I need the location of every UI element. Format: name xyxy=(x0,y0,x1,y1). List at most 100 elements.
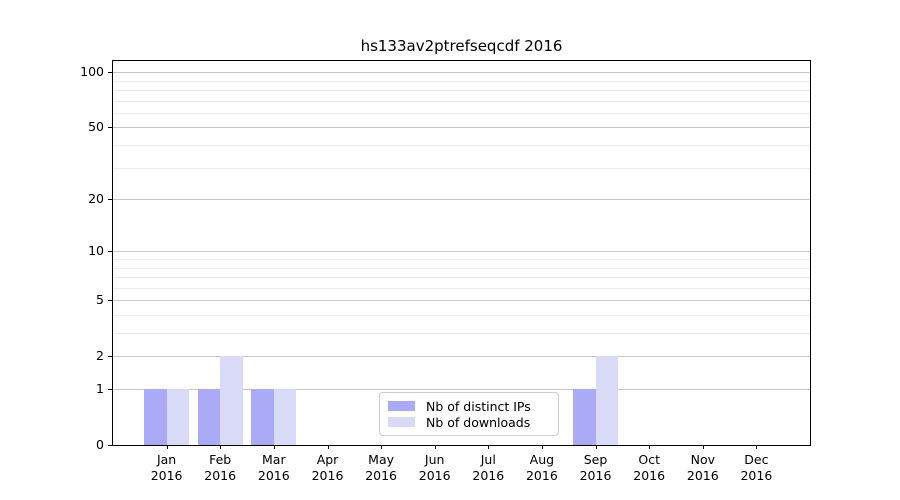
y-tick-label: 50 xyxy=(88,119,104,135)
x-tick-label-year: 2016 xyxy=(365,468,397,483)
x-tick-label-month: Oct xyxy=(638,452,660,467)
y-tick-mark xyxy=(108,356,113,358)
gridline-minor xyxy=(113,90,810,91)
gridline-major xyxy=(113,356,810,358)
gridline-minor xyxy=(113,259,810,260)
legend-swatch-distinct-ips xyxy=(388,401,415,411)
x-tick-label: Jul 2016 xyxy=(456,452,520,484)
y-tick-label: 10 xyxy=(88,243,104,259)
x-tick-mark xyxy=(381,445,383,449)
x-tick-label-month: Aug xyxy=(529,452,555,467)
gridline-major xyxy=(113,300,810,302)
y-tick-mark xyxy=(108,72,113,74)
y-tick-label: 20 xyxy=(88,191,104,207)
x-tick-label-month: Apr xyxy=(316,452,339,467)
x-tick-label-year: 2016 xyxy=(686,468,719,483)
x-tick-label-month: Dec xyxy=(744,452,769,467)
x-tick-mark xyxy=(273,445,275,449)
x-tick-mark xyxy=(756,445,758,449)
x-tick-label-month: Jul xyxy=(480,452,496,467)
x-tick-label-year: 2016 xyxy=(525,468,558,483)
x-tick-label: Apr 2016 xyxy=(296,452,360,484)
x-tick-label: Aug 2016 xyxy=(510,452,574,484)
gridline-minor xyxy=(113,112,810,114)
bar-downloads-feb xyxy=(220,356,243,445)
x-tick-label: Oct 2016 xyxy=(617,452,681,484)
x-tick-mark xyxy=(702,445,704,449)
plot-area: Nb of distinct IPs Nb of downloads xyxy=(112,60,811,446)
y-tick-mark xyxy=(108,251,113,253)
legend: Nb of distinct IPs Nb of downloads xyxy=(379,392,559,436)
x-tick-label-month: Jun xyxy=(424,452,445,467)
x-tick-label-month: Feb xyxy=(209,452,232,467)
bar-downloads-jan xyxy=(166,389,190,445)
x-tick-label: Feb 2016 xyxy=(188,452,252,484)
x-tick-label: Mar 2016 xyxy=(242,452,306,484)
x-tick-mark xyxy=(327,445,329,449)
x-tick-label-year: 2016 xyxy=(740,468,773,483)
x-tick-mark xyxy=(220,445,222,449)
x-tick-label-month: May xyxy=(368,452,395,467)
y-tick-mark xyxy=(108,389,113,390)
bar-ips-sep xyxy=(573,389,596,445)
x-tick-label-year: 2016 xyxy=(257,468,290,483)
gridline-minor xyxy=(113,315,810,316)
x-tick-label-year: 2016 xyxy=(633,468,666,483)
legend-item-distinct-ips: Nb of distinct IPs xyxy=(388,398,558,414)
gridline-minor xyxy=(113,100,810,102)
bar-downloads-mar xyxy=(273,389,297,445)
gridline-minor xyxy=(113,80,810,82)
x-tick-label-year: 2016 xyxy=(204,468,237,483)
legend-label-downloads: Nb of downloads xyxy=(426,414,531,430)
y-tick-mark xyxy=(108,300,113,302)
y-tick-mark xyxy=(108,199,113,201)
gridline-minor xyxy=(113,277,810,278)
chart-title: hs133av2ptrefseqcdf 2016 xyxy=(360,37,563,55)
x-tick-mark xyxy=(434,445,436,449)
y-tick-label: 2 xyxy=(96,348,104,364)
gridline-major xyxy=(113,127,810,129)
x-tick-label-month: Mar xyxy=(262,452,286,467)
legend-label-distinct-ips: Nb of distinct IPs xyxy=(426,398,531,414)
y-tick-mark xyxy=(108,127,113,129)
y-tick-label: 5 xyxy=(96,292,104,308)
x-tick-label-year: 2016 xyxy=(418,468,451,483)
bar-downloads-sep xyxy=(595,356,618,445)
x-tick-mark xyxy=(649,445,651,449)
x-tick-mark xyxy=(166,445,168,449)
gridline-major xyxy=(113,199,810,201)
x-tick-label-year: 2016 xyxy=(472,468,505,483)
x-tick-label-year: 2016 xyxy=(579,468,612,483)
gridline-major xyxy=(113,389,810,390)
x-tick-mark xyxy=(488,445,490,449)
legend-item-downloads: Nb of downloads xyxy=(388,414,558,430)
x-tick-label: Dec 2016 xyxy=(724,452,788,484)
x-tick-label: Nov 2016 xyxy=(671,452,735,484)
x-tick-label-month: Jan xyxy=(156,452,177,467)
y-tick-label: 1 xyxy=(96,381,104,396)
gridline-minor xyxy=(113,287,810,289)
gridline-minor xyxy=(113,333,810,334)
bar-ips-feb xyxy=(197,389,221,445)
gridline-major xyxy=(113,72,810,74)
legend-swatch-downloads xyxy=(388,417,415,427)
bar-ips-jan xyxy=(144,389,167,445)
y-tick-label: 100 xyxy=(80,64,104,80)
x-tick-mark xyxy=(541,445,543,449)
y-tick-mark xyxy=(108,445,113,446)
bar-ips-mar xyxy=(251,389,274,445)
gridline-minor xyxy=(113,145,810,146)
x-tick-label-month: Nov xyxy=(690,452,715,467)
x-tick-label: Sep 2016 xyxy=(564,452,628,484)
x-tick-mark xyxy=(595,445,597,449)
x-tick-label-year: 2016 xyxy=(150,468,183,483)
x-tick-label: Jun 2016 xyxy=(403,452,467,484)
x-tick-label: Jan 2016 xyxy=(135,452,199,484)
gridline-major xyxy=(113,251,810,253)
x-tick-label-year: 2016 xyxy=(311,468,344,483)
gridline-minor xyxy=(113,267,810,269)
y-tick-label: 0 xyxy=(96,437,104,452)
gridline-minor xyxy=(113,167,810,169)
x-tick-label: May 2016 xyxy=(349,452,413,484)
